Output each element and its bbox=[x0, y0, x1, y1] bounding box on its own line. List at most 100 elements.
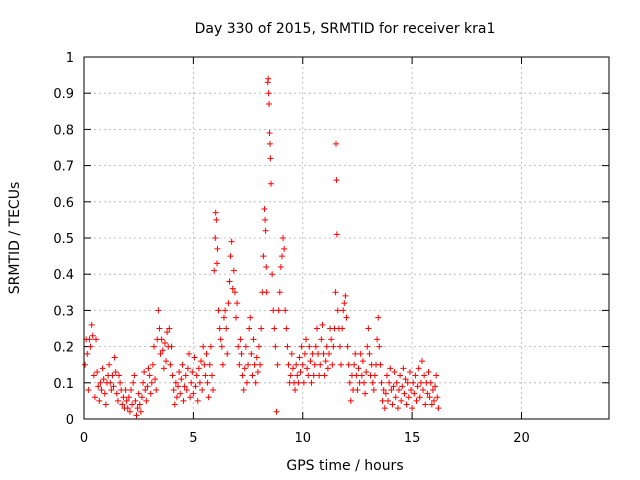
data-point bbox=[132, 397, 139, 404]
data-point bbox=[206, 361, 213, 368]
data-point bbox=[432, 383, 439, 390]
data-point bbox=[178, 376, 185, 383]
data-point bbox=[426, 394, 433, 401]
data-point bbox=[91, 394, 98, 401]
data-point bbox=[229, 285, 236, 292]
data-point bbox=[249, 372, 256, 379]
data-point bbox=[276, 289, 283, 296]
data-point bbox=[223, 325, 230, 332]
data-point bbox=[233, 314, 240, 321]
data-point bbox=[396, 387, 402, 394]
y-tick-label: 0.5 bbox=[53, 232, 74, 247]
data-point bbox=[239, 372, 246, 379]
data-point bbox=[273, 408, 280, 415]
data-point bbox=[163, 358, 170, 365]
data-point bbox=[342, 292, 349, 299]
data-point bbox=[282, 307, 289, 314]
data-point bbox=[222, 307, 229, 314]
data-point bbox=[266, 101, 273, 108]
data-point bbox=[406, 368, 413, 375]
data-point bbox=[354, 387, 361, 394]
data-point bbox=[311, 361, 318, 368]
data-point bbox=[169, 372, 176, 379]
data-point bbox=[346, 379, 353, 386]
data-point bbox=[334, 307, 341, 314]
data-point bbox=[280, 235, 287, 241]
data-point bbox=[328, 336, 335, 343]
chart-title: Day 330 of 2015, SRMTID for receiver kra… bbox=[195, 21, 496, 37]
data-point bbox=[431, 397, 437, 404]
data-point bbox=[341, 300, 348, 307]
data-point bbox=[324, 365, 331, 372]
data-point bbox=[344, 343, 351, 350]
data-point bbox=[292, 387, 299, 394]
data-point bbox=[315, 350, 322, 357]
data-point bbox=[260, 253, 267, 260]
data-point bbox=[361, 379, 367, 386]
data-point bbox=[269, 271, 276, 278]
data-point bbox=[412, 372, 419, 379]
data-point bbox=[93, 336, 100, 343]
data-point bbox=[333, 140, 339, 147]
data-point bbox=[180, 397, 187, 404]
data-point bbox=[320, 350, 327, 357]
data-point bbox=[172, 379, 179, 386]
data-point bbox=[134, 405, 141, 412]
x-axis-label: GPS time / hours bbox=[286, 458, 403, 474]
data-point bbox=[298, 343, 305, 350]
data-point bbox=[226, 278, 233, 285]
data-point bbox=[321, 372, 328, 379]
data-point bbox=[422, 401, 429, 408]
data-point bbox=[106, 361, 113, 368]
data-point bbox=[179, 361, 186, 368]
data-point bbox=[323, 343, 330, 350]
data-point bbox=[87, 343, 94, 350]
data-point bbox=[293, 361, 300, 368]
data-point bbox=[243, 379, 250, 386]
data-point bbox=[351, 361, 358, 368]
data-point bbox=[313, 325, 320, 332]
data-point bbox=[212, 235, 219, 241]
y-axis-label: SRMTID / TECUs bbox=[7, 182, 23, 295]
data-point bbox=[377, 361, 384, 368]
data-point bbox=[214, 245, 221, 252]
data-point bbox=[228, 238, 235, 245]
data-point bbox=[96, 397, 103, 404]
data-point bbox=[171, 401, 178, 408]
data-point bbox=[123, 397, 130, 404]
data-point bbox=[108, 387, 115, 394]
data-point bbox=[258, 325, 265, 332]
data-point bbox=[310, 372, 317, 379]
y-tick-label: 0.4 bbox=[53, 268, 74, 283]
data-point bbox=[250, 336, 257, 343]
data-point bbox=[312, 343, 319, 350]
data-point bbox=[338, 361, 345, 368]
data-point bbox=[289, 365, 296, 372]
data-point bbox=[397, 372, 404, 379]
data-point bbox=[146, 372, 153, 379]
data-point bbox=[417, 379, 424, 386]
data-point bbox=[234, 300, 241, 307]
data-point bbox=[416, 394, 423, 401]
data-point bbox=[402, 376, 409, 383]
data-point bbox=[281, 245, 288, 252]
data-point bbox=[421, 372, 428, 379]
data-point bbox=[138, 394, 145, 401]
data-point bbox=[213, 216, 220, 223]
data-point bbox=[196, 379, 203, 386]
data-point bbox=[157, 350, 164, 357]
data-point bbox=[254, 368, 261, 375]
data-point bbox=[330, 343, 337, 350]
data-point bbox=[119, 401, 126, 408]
data-point bbox=[211, 267, 218, 274]
data-point bbox=[218, 343, 225, 350]
data-point bbox=[247, 314, 254, 321]
data-point bbox=[102, 401, 109, 408]
data-point bbox=[433, 372, 440, 379]
x-tick-label: 20 bbox=[513, 431, 530, 446]
data-point bbox=[283, 325, 290, 332]
data-point bbox=[135, 390, 142, 397]
data-point bbox=[411, 390, 418, 397]
data-point bbox=[257, 361, 264, 368]
data-point bbox=[392, 394, 399, 401]
